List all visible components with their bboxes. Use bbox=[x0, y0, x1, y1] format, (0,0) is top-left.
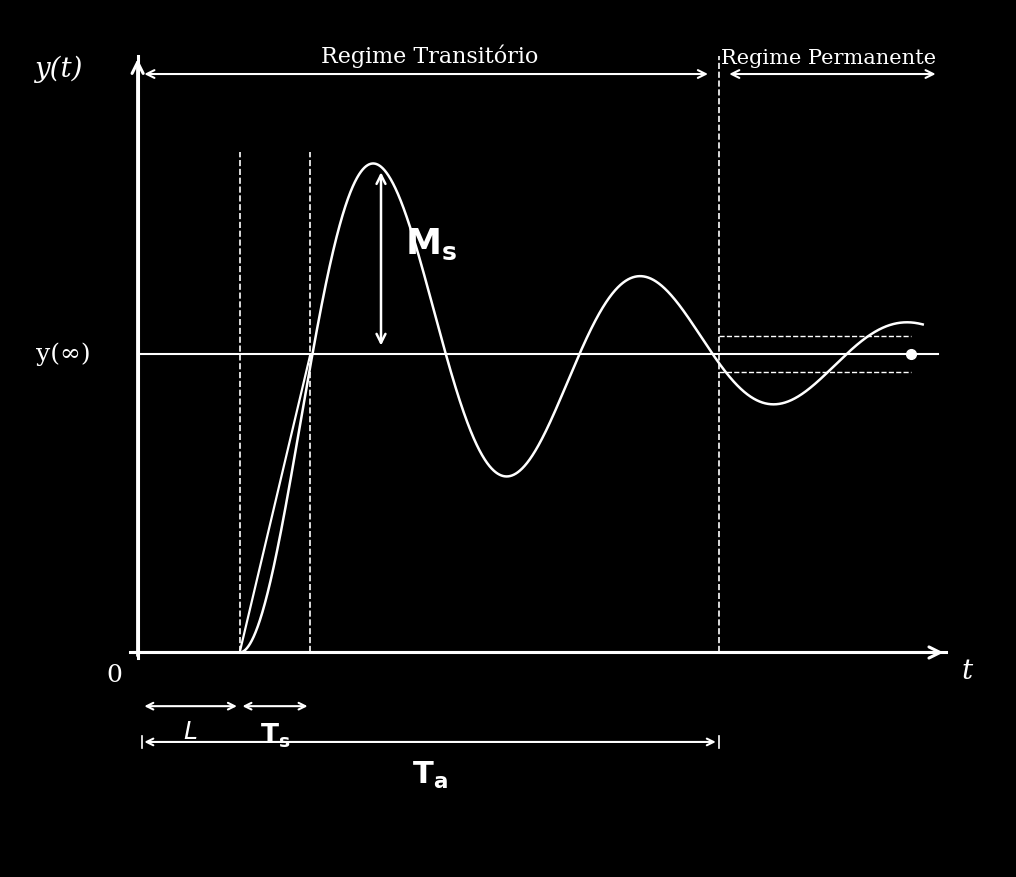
Text: Regime Permanente: Regime Permanente bbox=[721, 49, 936, 68]
Text: $\mathbf{T_s}$: $\mathbf{T_s}$ bbox=[260, 721, 291, 750]
Text: $\mathbf{T_a}$: $\mathbf{T_a}$ bbox=[412, 759, 448, 791]
Text: y(t): y(t) bbox=[35, 56, 82, 83]
Text: $L$: $L$ bbox=[184, 721, 198, 744]
Text: t: t bbox=[962, 659, 973, 686]
Text: 0: 0 bbox=[106, 665, 122, 688]
Text: Regime Transitório: Regime Transitório bbox=[321, 45, 538, 68]
Text: y(∞): y(∞) bbox=[36, 343, 90, 366]
Text: $\mathbf{M_s}$: $\mathbf{M_s}$ bbox=[404, 226, 456, 261]
